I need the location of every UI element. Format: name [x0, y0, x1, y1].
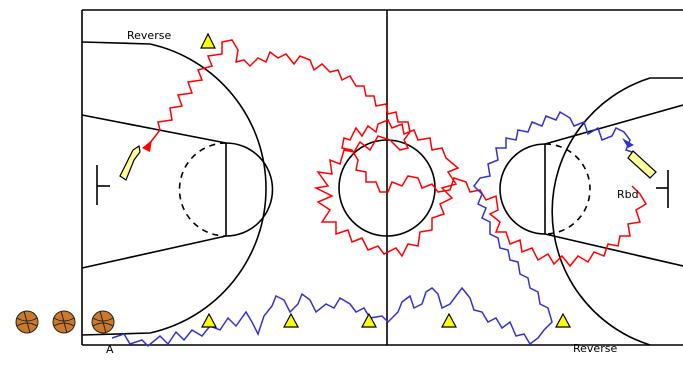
basketball-rack: [15, 310, 115, 334]
pass-arrow-icon: [627, 150, 657, 179]
free-throw-circle-left-solid: [225, 142, 274, 237]
pass-arrow-icon: [119, 144, 141, 181]
cone-icon: [440, 312, 458, 328]
cone-icon: [360, 312, 378, 328]
label-reverse-top: Reverse: [127, 29, 171, 42]
three-point-arc-right: [551, 77, 683, 346]
lane-line-left-bottom: [81, 235, 227, 269]
cone-icon: [554, 312, 572, 328]
cone-icon: [200, 32, 216, 49]
blue-dribble-path: [111, 110, 633, 348]
red-dribble-path: [149, 39, 648, 268]
basketball-icon: [52, 310, 76, 334]
lane-line-right-bottom: [544, 233, 683, 267]
label-reverse-bottom: Reverse: [573, 342, 617, 355]
red-path-arrowhead: [142, 140, 152, 152]
basketball-icon: [15, 310, 39, 334]
cone-icon: [282, 312, 300, 328]
free-throw-circle-right-dashed: [544, 143, 591, 235]
free-throw-circle-left-dashed: [178, 142, 227, 237]
label-rbd: Rbd: [617, 188, 639, 201]
three-point-arc-left: [81, 41, 267, 336]
lane-line-right-top: [544, 104, 683, 145]
free-throw-circle-right-solid: [499, 143, 546, 235]
blue-path-arrowhead: [622, 138, 634, 148]
label-player-a: A: [106, 343, 114, 356]
cone-icon: [200, 312, 218, 328]
lane-line-left-top: [81, 114, 227, 144]
basketball-icon: [91, 310, 115, 334]
